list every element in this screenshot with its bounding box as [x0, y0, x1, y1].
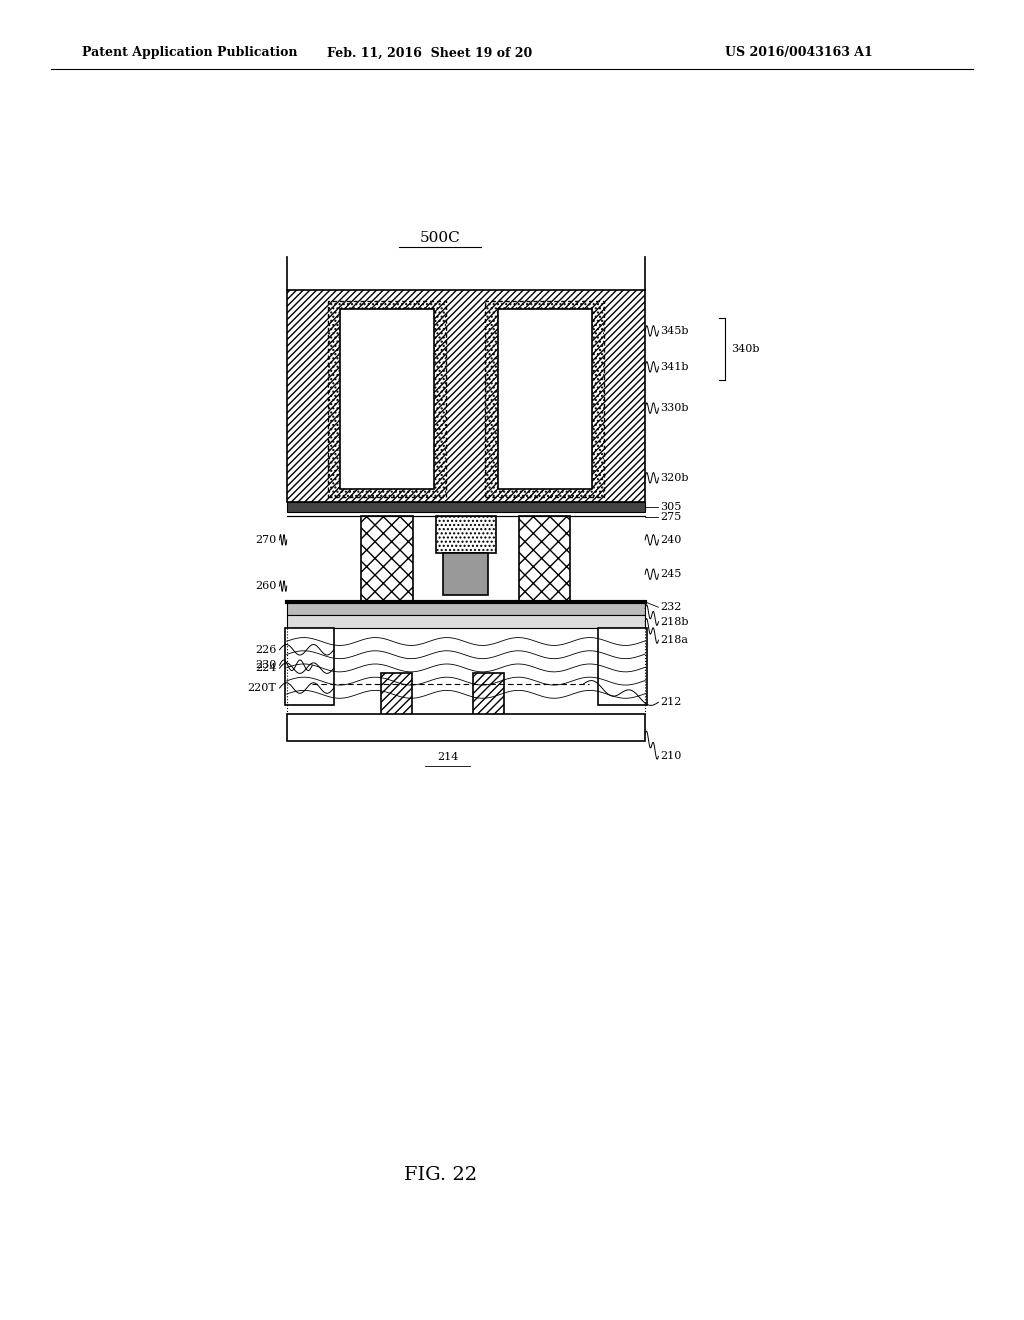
Bar [287, 502, 645, 512]
Text: 305: 305 [660, 502, 682, 512]
Text: US 2016/0043163 A1: US 2016/0043163 A1 [725, 46, 872, 59]
Text: 218a: 218a [660, 635, 688, 645]
Text: 210: 210 [660, 751, 682, 762]
Text: 260: 260 [255, 581, 276, 591]
Bar [498, 309, 592, 488]
Text: 320b: 320b [660, 473, 689, 483]
Text: 340b: 340b [731, 345, 760, 354]
Text: 245: 245 [660, 569, 682, 579]
Bar [287, 502, 645, 512]
Bar [328, 301, 446, 496]
Bar [443, 553, 488, 595]
Text: FIG. 22: FIG. 22 [403, 1166, 477, 1184]
Text: 275: 275 [660, 512, 682, 523]
Bar [519, 516, 570, 602]
Bar [340, 309, 434, 488]
Bar [287, 714, 645, 741]
Text: 240: 240 [660, 535, 682, 545]
Text: 226: 226 [255, 644, 276, 655]
Text: 270: 270 [255, 535, 276, 545]
Bar [485, 301, 604, 496]
Bar [485, 301, 604, 496]
Bar [285, 628, 334, 705]
Text: 230: 230 [255, 660, 276, 671]
Text: Feb. 11, 2016  Sheet 19 of 20: Feb. 11, 2016 Sheet 19 of 20 [328, 46, 532, 59]
Bar [328, 301, 446, 496]
Bar [473, 673, 504, 737]
Bar [287, 615, 645, 628]
Text: 214: 214 [437, 752, 458, 763]
Text: 500C: 500C [420, 231, 461, 244]
Bar [436, 516, 496, 553]
Text: 212: 212 [660, 697, 682, 708]
Text: 330b: 330b [660, 403, 689, 413]
Bar [381, 673, 412, 737]
Text: 345b: 345b [660, 326, 689, 337]
Bar [287, 516, 645, 602]
Bar [287, 290, 645, 502]
Bar [598, 628, 647, 705]
Text: 218b: 218b [660, 616, 689, 627]
Text: 220T: 220T [248, 682, 276, 693]
Text: 232: 232 [660, 602, 682, 612]
Text: 224: 224 [255, 663, 276, 673]
Text: 341b: 341b [660, 362, 689, 372]
Bar [287, 602, 645, 615]
Bar [361, 516, 413, 602]
Bar [287, 290, 645, 502]
Text: Patent Application Publication: Patent Application Publication [82, 46, 297, 59]
